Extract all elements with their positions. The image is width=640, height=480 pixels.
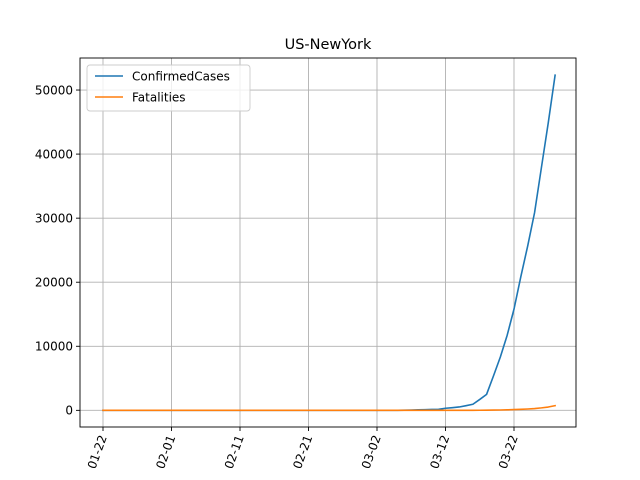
series-line-fatalities: [102, 404, 557, 412]
x-tick-label: 03-02: [359, 433, 384, 471]
x-tick-label: 02-01: [153, 433, 178, 471]
legend-box: [86, 64, 251, 112]
axes-frame: [79, 57, 577, 428]
y-tick-label: 10000: [35, 340, 73, 354]
legend-label-fatalities: Fatalities: [132, 91, 186, 105]
y-tick-label: 30000: [35, 211, 73, 225]
series-line-confirmedcases: [102, 74, 557, 412]
y-tick-label: 50000: [35, 83, 73, 97]
grid-layer: [80, 58, 576, 427]
x-tick-label: 01-22: [85, 433, 110, 471]
x-tick-label: 03-22: [496, 433, 521, 471]
series-layer: [102, 74, 557, 412]
x-tick-label: 03-12: [427, 433, 452, 471]
y-tick-label: 0: [65, 404, 73, 418]
legend-label-confirmedcases: ConfirmedCases: [132, 70, 230, 84]
x-tick-label: 02-21: [290, 433, 315, 471]
x-tick-label: 02-11: [222, 433, 247, 471]
chart-title: US-NewYork: [285, 37, 372, 53]
tick-layer: 01-22 02-01 02-11 02-21 03-02 03-12 03-22 0 1000…: [35, 83, 521, 470]
legend: ConfirmedCases Fatalities: [86, 64, 251, 112]
y-tick-label: 40000: [35, 147, 73, 161]
y-tick-label: 20000: [35, 276, 73, 290]
